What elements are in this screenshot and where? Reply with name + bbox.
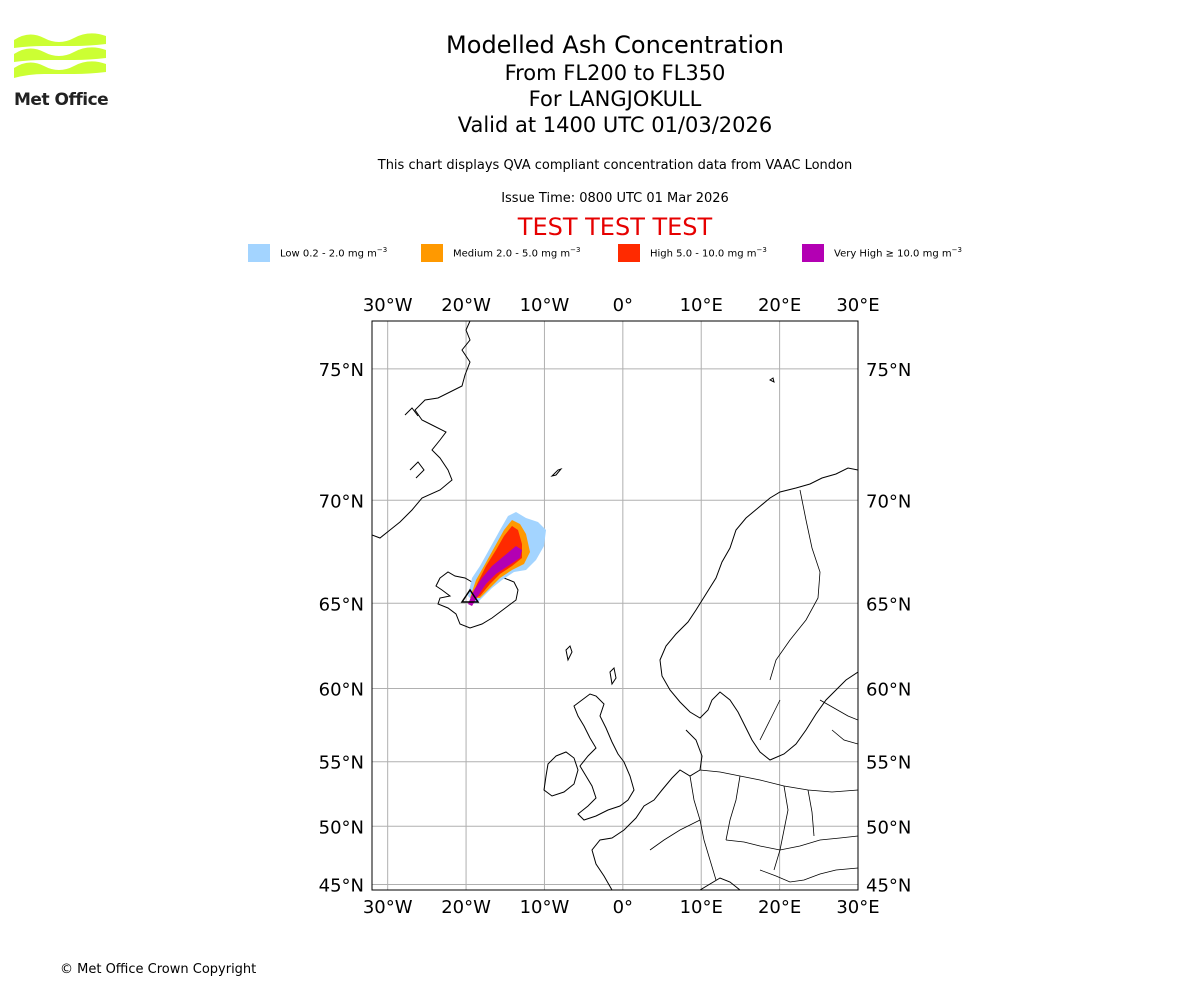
ireland-coast	[543, 751, 579, 797]
legend-item-low: Low 0.2 - 2.0 mg m−3	[248, 244, 387, 262]
lon-label-top: 20°W	[441, 295, 491, 316]
lat-label-right: 55°N	[866, 753, 911, 774]
lat-label-right: 60°N	[866, 680, 911, 701]
legend-label-low: Low 0.2 - 2.0 mg m−3	[280, 246, 388, 260]
lat-label-left: 70°N	[319, 491, 364, 512]
lat-label-right: 50°N	[866, 817, 911, 838]
lon-label-top: 30°W	[363, 295, 413, 316]
lon-label-bottom: 20°E	[758, 897, 801, 918]
title-line-3: For LANGJOKULL	[528, 87, 702, 111]
issue-time: Issue Time: 0800 UTC 01 Mar 2026	[501, 191, 729, 206]
test-banner: TEST TEST TEST	[517, 213, 713, 241]
ash-very-high	[468, 546, 522, 606]
lat-label-left: 65°N	[319, 594, 364, 615]
greenland-coast	[372, 321, 471, 539]
coastlines	[372, 321, 858, 890]
great-britain-coast	[573, 693, 635, 821]
title-line-2: From FL200 to FL350	[504, 61, 726, 85]
lon-label-bottom: 10°E	[680, 897, 723, 918]
legend-label-high: High 5.0 - 10.0 mg m−3	[650, 246, 767, 260]
lat-label-left: 75°N	[319, 360, 364, 381]
volcano-marker	[460, 588, 480, 603]
legend-swatch-medium	[421, 244, 443, 262]
met-office-logo: Met Office	[14, 30, 109, 112]
legend-item-very-high: Very High ≥ 10.0 mg m−3	[802, 244, 962, 262]
map-gridlines	[372, 321, 859, 890]
lon-label-bottom: 30°E	[836, 897, 879, 918]
europe-coast	[659, 467, 858, 761]
lon-label-top: 10°W	[520, 295, 570, 316]
legend-label-medium: Medium 2.0 - 5.0 mg m−3	[453, 246, 581, 260]
chart-title-block: Modelled Ash Concentration From FL200 to…	[0, 30, 1200, 138]
lat-label-left: 60°N	[319, 680, 364, 701]
map-tick-labels: 30°W 30°W 20°W 20°W 10°W 10°W 0° 0° 10°E 10°E 20°E…	[319, 295, 912, 918]
lon-label-top: 30°E	[836, 295, 879, 316]
chart-subtitle: This chart displays QVA compliant concen…	[377, 158, 853, 173]
bear-island	[769, 377, 775, 383]
lon-label-bottom: 10°W	[520, 897, 570, 918]
lat-label-right: 65°N	[866, 594, 911, 615]
legend-item-medium: Medium 2.0 - 5.0 mg m−3	[421, 244, 580, 262]
met-office-waves-icon	[14, 33, 106, 78]
legend-swatch-low	[248, 244, 270, 262]
lon-label-top: 0°	[613, 295, 633, 316]
logo-text: Met Office	[14, 90, 109, 110]
copyright-notice: © Met Office Crown Copyright	[60, 962, 257, 977]
lon-label-bottom: 20°W	[441, 897, 491, 918]
lat-label-right: 70°N	[866, 491, 911, 512]
lon-label-top: 10°E	[680, 295, 723, 316]
lat-label-left: 50°N	[319, 817, 364, 838]
lon-label-bottom: 30°W	[363, 897, 413, 918]
ash-plume	[468, 512, 546, 606]
lat-label-right: 75°N	[866, 360, 911, 381]
lon-label-bottom: 0°	[613, 897, 633, 918]
faroe-islands	[565, 645, 573, 662]
legend-item-high: High 5.0 - 10.0 mg m−3	[618, 244, 767, 262]
lat-label-right: 45°N	[866, 875, 911, 896]
map-frame	[371, 320, 859, 891]
lat-label-left: 55°N	[319, 753, 364, 774]
legend-swatch-very-high	[802, 244, 824, 262]
lat-label-left: 45°N	[319, 875, 364, 896]
lon-label-top: 20°E	[758, 295, 801, 316]
jan-mayen	[550, 467, 563, 477]
legend-swatch-high	[618, 244, 640, 262]
legend-label-very-high: Very High ≥ 10.0 mg m−3	[834, 246, 962, 260]
title-line-4: Valid at 1400 UTC 01/03/2026	[457, 113, 773, 137]
title-line-1: Modelled Ash Concentration	[446, 31, 784, 59]
